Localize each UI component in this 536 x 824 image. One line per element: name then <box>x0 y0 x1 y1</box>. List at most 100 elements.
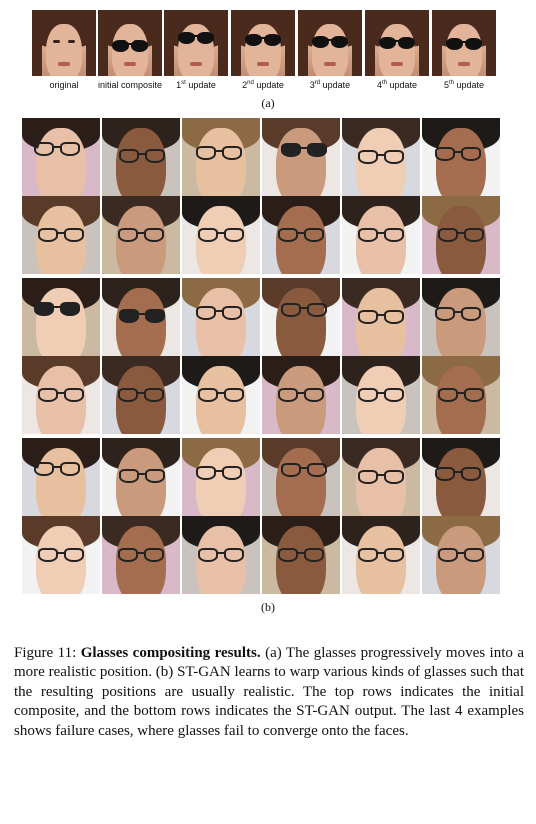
glasses-overlay <box>60 302 80 316</box>
glasses-overlay <box>384 228 404 242</box>
glasses-overlay <box>438 388 458 402</box>
glasses-overlay <box>384 310 404 324</box>
glasses-overlay <box>224 388 244 402</box>
result-thumbnail <box>102 196 180 274</box>
glasses-overlay <box>297 392 305 394</box>
result-thumbnail <box>182 278 260 356</box>
glasses-overlay <box>215 470 223 472</box>
glasses-overlay <box>278 548 298 562</box>
glasses-overlay <box>278 228 298 242</box>
result-thumbnail <box>342 356 420 434</box>
strip-label: 2nd update <box>242 80 284 90</box>
subfigure-a-label: (a) <box>261 96 275 110</box>
glasses-overlay <box>307 303 327 317</box>
result-thumbnail <box>262 438 340 516</box>
glasses-overlay <box>64 388 84 402</box>
sunglasses-overlay <box>112 40 129 52</box>
glasses-overlay <box>461 467 481 481</box>
result-thumbnail <box>262 356 340 434</box>
result-thumbnail <box>342 438 420 516</box>
glasses-overlay <box>307 143 327 157</box>
glasses-overlay <box>464 228 484 242</box>
result-thumbnail <box>342 118 420 196</box>
glasses-overlay <box>57 392 65 394</box>
sunglasses-overlay <box>327 39 333 41</box>
sunglasses-overlay <box>398 37 415 49</box>
strip-thumbnail <box>432 10 496 76</box>
result-thumbnail <box>22 196 100 274</box>
glasses-overlay <box>217 232 225 234</box>
result-thumbnail <box>182 438 260 516</box>
result-thumbnail <box>22 438 100 516</box>
glasses-overlay <box>144 388 164 402</box>
glasses-overlay <box>454 471 462 473</box>
glasses-overlay <box>217 552 225 554</box>
glasses-overlay <box>198 548 218 562</box>
glasses-overlay <box>145 309 165 323</box>
glasses-overlay <box>198 388 218 402</box>
sunglasses-overlay <box>465 38 482 50</box>
glasses-overlay <box>377 552 385 554</box>
glasses-overlay <box>307 463 327 477</box>
glasses-overlay <box>281 143 301 157</box>
sunglasses-overlay <box>131 40 148 52</box>
glasses-overlay <box>300 147 308 149</box>
sunglasses-overlay <box>379 37 396 49</box>
glasses-overlay <box>60 142 80 156</box>
glasses-overlay <box>358 150 378 164</box>
glasses-overlay <box>215 150 223 152</box>
glasses-overlay <box>457 232 465 234</box>
glasses-overlay <box>304 548 324 562</box>
glasses-overlay <box>144 228 164 242</box>
glasses-overlay <box>461 147 481 161</box>
result-thumbnail <box>422 278 500 356</box>
glasses-overlay <box>438 548 458 562</box>
glasses-overlay <box>118 228 138 242</box>
glasses-overlay <box>145 469 165 483</box>
glasses-overlay <box>53 146 61 148</box>
result-thumbnail <box>422 356 500 434</box>
glasses-overlay <box>215 310 223 312</box>
glasses-overlay <box>464 388 484 402</box>
sunglasses-overlay <box>127 43 133 45</box>
glasses-overlay <box>384 470 404 484</box>
glasses-overlay <box>457 392 465 394</box>
result-thumbnail <box>342 196 420 274</box>
glasses-overlay <box>454 151 462 153</box>
glasses-overlay <box>53 306 61 308</box>
sunglasses-overlay <box>193 35 199 37</box>
result-thumbnail <box>262 516 340 594</box>
result-thumbnail <box>182 118 260 196</box>
strip-thumbnail <box>98 10 162 76</box>
glasses-overlay <box>222 466 242 480</box>
strip-label: 1st update <box>176 80 216 90</box>
glasses-overlay <box>38 228 58 242</box>
sunglasses-overlay <box>178 32 195 44</box>
glasses-overlay <box>377 154 385 156</box>
strip-label: 4th update <box>376 80 418 90</box>
glasses-overlay <box>53 466 61 468</box>
glasses-overlay <box>297 232 305 234</box>
result-thumbnail <box>22 516 100 594</box>
result-thumbnail <box>102 516 180 594</box>
glasses-overlay <box>137 392 145 394</box>
glasses-overlay <box>377 474 385 476</box>
glasses-overlay <box>377 314 385 316</box>
glasses-overlay <box>138 153 146 155</box>
glasses-overlay <box>34 302 54 316</box>
glasses-overlay <box>38 548 58 562</box>
glasses-overlay <box>34 142 54 156</box>
glasses-overlay <box>304 388 324 402</box>
sunglasses-overlay <box>331 36 348 48</box>
result-thumbnail <box>102 278 180 356</box>
sunglasses-overlay <box>312 36 329 48</box>
result-thumbnail <box>102 356 180 434</box>
sunglasses-overlay <box>461 41 467 43</box>
glasses-overlay <box>196 466 216 480</box>
glasses-overlay <box>457 552 465 554</box>
glasses-overlay <box>435 147 455 161</box>
result-thumbnail <box>182 516 260 594</box>
glasses-overlay <box>138 473 146 475</box>
subfigure-b-label: (b) <box>261 600 275 614</box>
glasses-overlay <box>38 388 58 402</box>
